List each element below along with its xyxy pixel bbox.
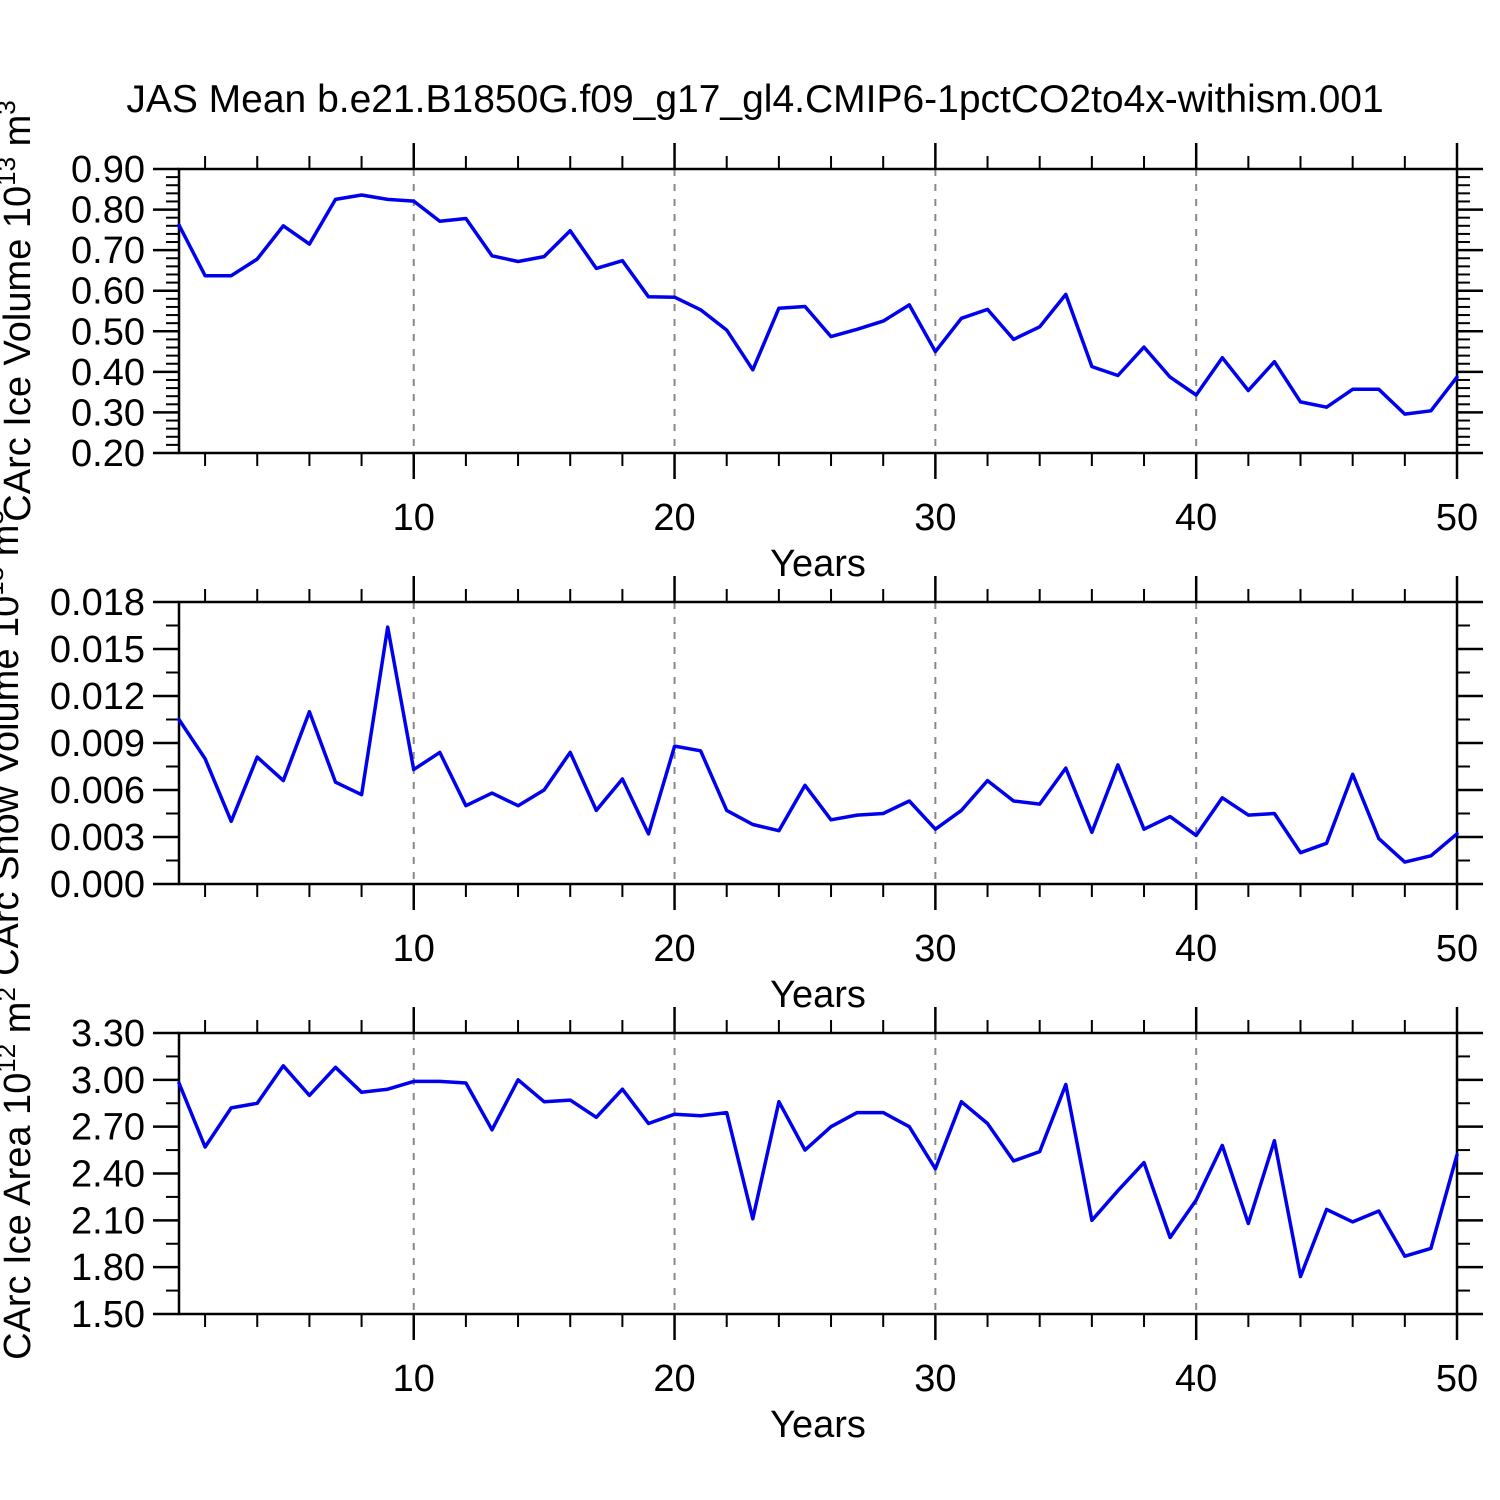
plot-box <box>177 1031 1459 1316</box>
y-tick-label: 0.015 <box>50 629 145 671</box>
panel-carc-ice-volume: 0.200.300.400.500.600.700.800.90 10 20 30 40… <box>0 100 1483 585</box>
x-tick-label: 40 <box>1175 928 1217 970</box>
x-axis-label: Years <box>770 543 866 585</box>
x-axis-label: Years <box>770 974 866 1016</box>
y-tick-label: 0.50 <box>71 311 145 353</box>
chart-title: JAS Mean b.e21.B1850G.f09_g17_gl4.CMIP6-… <box>126 78 1383 121</box>
y-tick-label: 0.70 <box>71 230 145 272</box>
x-tick-label: 40 <box>1175 497 1217 539</box>
panel-carc-snow-volume: 0.000 0.003 0.006 0.009 0.012 0.015 0.018 10 20 3… <box>0 510 1483 1016</box>
data-series-line-carc-ice-area <box>177 1064 1459 1279</box>
y-tick-label: 0.012 <box>50 676 145 718</box>
data-series-line-carc-snow-volume <box>177 625 1459 864</box>
y-tick-label: 0.80 <box>71 190 145 232</box>
x-tick-label: 20 <box>653 1358 695 1400</box>
y-tick-label: 0.003 <box>50 817 145 859</box>
y-tick-label: 0.60 <box>71 271 145 313</box>
x-tick-label: 40 <box>1175 1358 1217 1400</box>
y-tick-label: 1.80 <box>71 1247 145 1289</box>
x-tick-label: 20 <box>653 928 695 970</box>
x-axis-label: Years <box>770 1404 866 1446</box>
x-tick-label: 50 <box>1436 1358 1478 1400</box>
x-tick-label: 20 <box>653 497 695 539</box>
x-tick-label: 10 <box>393 497 435 539</box>
plot-box <box>177 167 1459 455</box>
y-tick-label: 0.006 <box>50 770 145 812</box>
plot-box <box>177 600 1459 886</box>
y-tick-label: 3.30 <box>71 1013 145 1055</box>
x-tick-label: 50 <box>1436 928 1478 970</box>
y-tick-label: 3.00 <box>71 1060 145 1102</box>
y-tick-label: 1.50 <box>71 1294 145 1336</box>
y-tick-label: 0.009 <box>50 723 145 765</box>
y-tick-label: 0.20 <box>71 433 145 475</box>
y-tick-label: 2.40 <box>71 1154 145 1196</box>
y-axis-label: CArc Ice Area 1012 m2 <box>0 987 39 1360</box>
x-tick-label: 10 <box>393 1358 435 1400</box>
x-tick-label: 30 <box>914 928 956 970</box>
y-axis-label: CArc Ice Volume 1013 m3 <box>0 100 39 521</box>
y-tick-label: 0.40 <box>71 352 145 394</box>
y-tick-label: 0.000 <box>50 864 145 906</box>
y-tick-label: 2.10 <box>71 1200 145 1242</box>
y-tick-label: 0.018 <box>50 582 145 624</box>
x-tick-label: 10 <box>393 928 435 970</box>
panel-carc-ice-area: 1.50 1.80 2.102.40 2.70 3.00 3.30 10 20 30 40 50 Ye… <box>0 987 1483 1446</box>
y-tick-label: 0.90 <box>71 149 145 191</box>
data-series-line-carc-ice-volume <box>177 193 1459 416</box>
y-tick-label: 2.70 <box>71 1107 145 1149</box>
x-tick-label: 50 <box>1436 497 1478 539</box>
y-axis-label: CArc Snow Volume 1013 m3 <box>0 510 27 976</box>
y-tick-label: 0.30 <box>71 392 145 434</box>
x-tick-label: 30 <box>914 1358 956 1400</box>
x-tick-label: 30 <box>914 497 956 539</box>
panels: 0.200.300.400.500.600.700.800.90 10 20 30 40… <box>0 100 1483 1446</box>
